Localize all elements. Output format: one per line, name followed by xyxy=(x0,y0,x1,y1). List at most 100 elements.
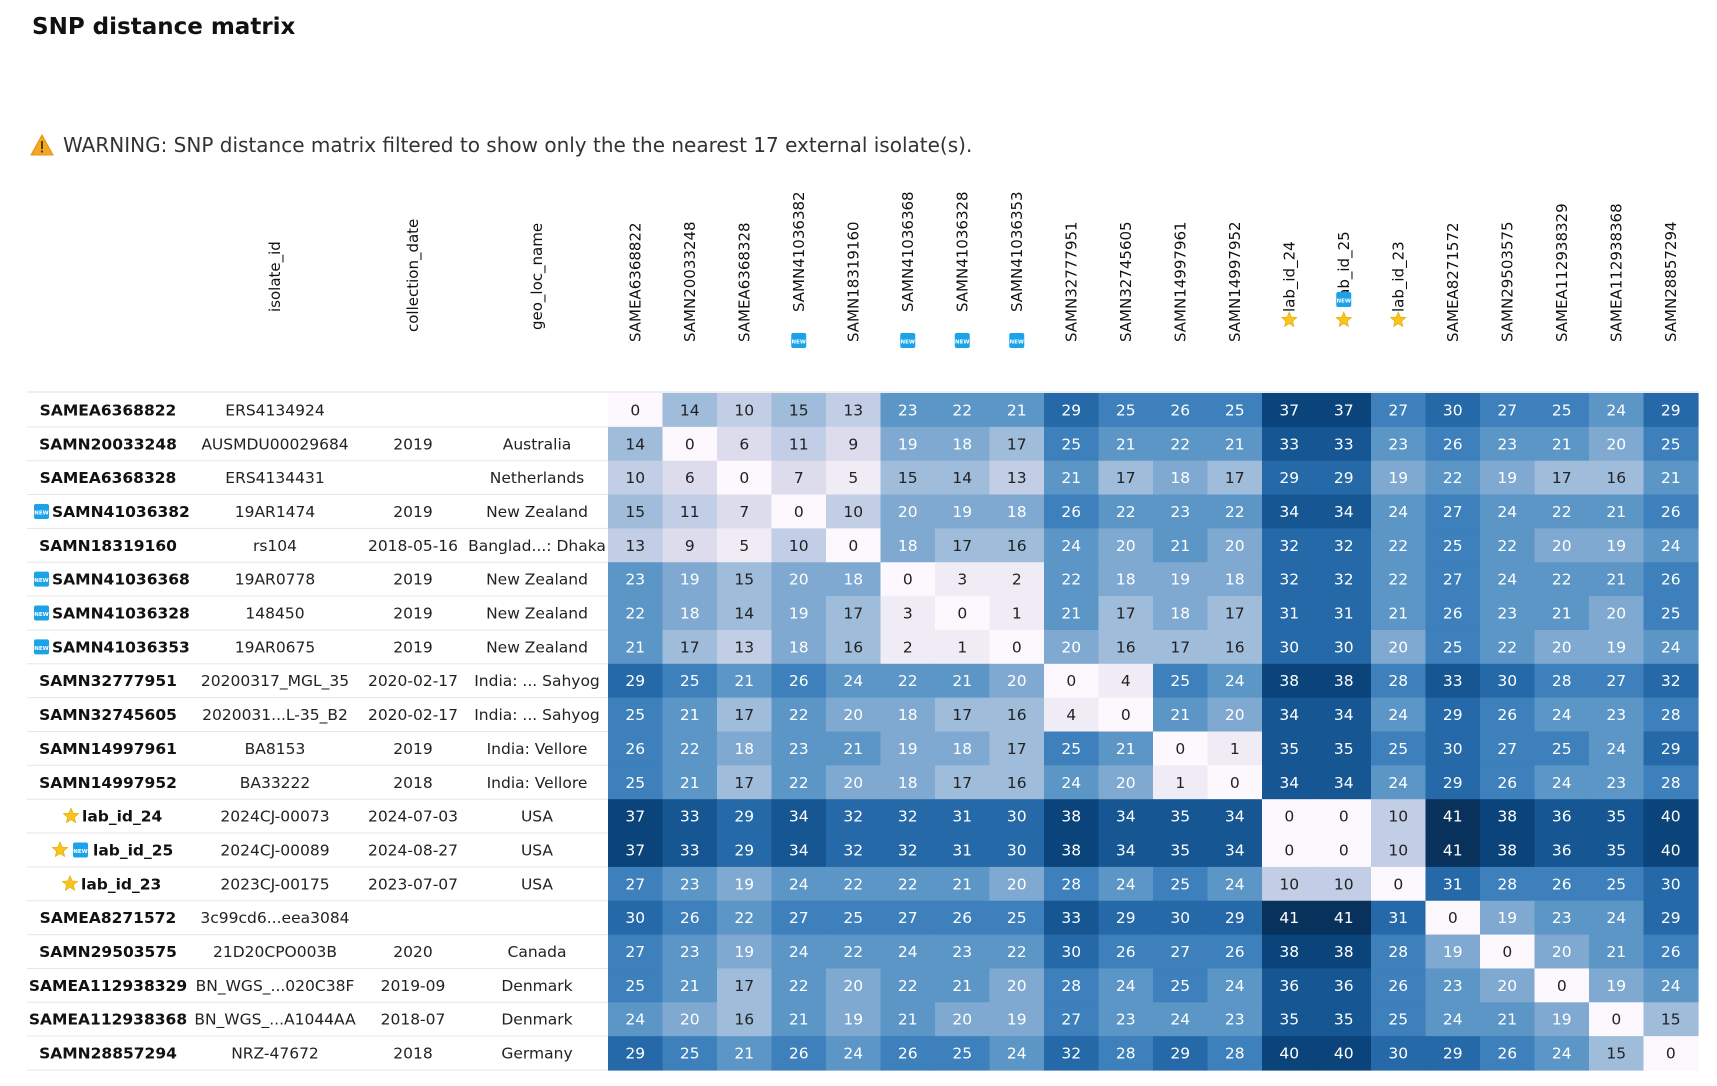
cell-value: 34 xyxy=(1225,841,1245,859)
meta-cell: India: Vellore xyxy=(487,740,588,758)
heatmap-cell xyxy=(826,663,882,699)
heatmap-cell xyxy=(1153,968,1209,1003)
heatmap-cell xyxy=(1044,1036,1100,1071)
heatmap-cell xyxy=(717,731,773,766)
heatmap-cell xyxy=(608,1002,664,1037)
cell-value: 29 xyxy=(734,841,754,859)
cell-value: 34 xyxy=(1334,503,1354,521)
cell-value: 25 xyxy=(1606,875,1626,893)
heatmap-cell xyxy=(1044,934,1100,970)
cell-value: 26 xyxy=(1661,943,1681,961)
cell-value: 21 xyxy=(625,638,645,656)
cell-value: 25 xyxy=(1661,435,1681,453)
cell-value: 35 xyxy=(1606,808,1626,826)
cell-value: 0 xyxy=(1284,808,1294,826)
cell-value: 32 xyxy=(843,808,863,826)
cell-value: 17 xyxy=(1225,469,1245,487)
meta-cell: 2020-02-17 xyxy=(368,672,458,690)
heatmap-cell xyxy=(989,1036,1045,1071)
cell-value: 17 xyxy=(734,706,754,724)
heatmap-cell xyxy=(1425,426,1481,462)
heatmap-cell xyxy=(1098,900,1154,936)
heatmap-cell xyxy=(662,731,718,766)
heatmap-cell xyxy=(880,968,936,1003)
cell-value: 30 xyxy=(1007,808,1027,826)
row-label: SAMN18319160 xyxy=(39,537,177,555)
cell-value: 23 xyxy=(1170,503,1190,521)
heatmap-cell xyxy=(989,393,1045,428)
heatmap-cell xyxy=(1371,460,1427,496)
cell-value: 36 xyxy=(1279,977,1299,995)
heatmap-cell xyxy=(1207,596,1263,631)
meta-cell: ERS4134431 xyxy=(225,469,324,487)
heatmap-cell xyxy=(880,1002,936,1037)
cell-value: 24 xyxy=(1661,977,1681,995)
cell-value: 26 xyxy=(898,1045,918,1063)
heatmap-cell xyxy=(1425,1036,1481,1071)
meta-cell: 2019 xyxy=(393,605,432,623)
meta-cell: 2020 xyxy=(393,943,432,961)
cell-value: 0 xyxy=(1012,638,1022,656)
cell-value: 25 xyxy=(952,1045,972,1063)
heatmap-cell xyxy=(1316,934,1372,970)
heatmap-cell xyxy=(826,393,882,428)
cell-value: 21 xyxy=(1116,435,1136,453)
cell-value: 27 xyxy=(1606,672,1626,690)
heatmap-cell xyxy=(880,1036,936,1071)
new-badge-icon: NEW xyxy=(34,503,49,519)
cell-value: 24 xyxy=(843,1045,863,1063)
heatmap-cell xyxy=(1480,393,1536,428)
heatmap-cell xyxy=(989,866,1045,902)
heatmap-cell xyxy=(608,765,664,800)
cell-value: 18 xyxy=(789,638,809,656)
heatmap-cell xyxy=(771,528,827,563)
cell-value: 28 xyxy=(1061,875,1081,893)
column-header: SAMN18319160 xyxy=(844,221,862,342)
warning-text: WARNING: SNP distance matrix filtered to… xyxy=(63,133,973,157)
cell-value: 30 xyxy=(1061,943,1081,961)
heatmap-cell xyxy=(662,866,718,902)
heatmap-cell xyxy=(1207,799,1263,834)
meta-cell: New Zealand xyxy=(486,605,588,623)
heatmap-cell xyxy=(1425,393,1481,428)
cell-value: 17 xyxy=(1116,469,1136,487)
cell-value: 29 xyxy=(1225,909,1245,927)
cell-value: 25 xyxy=(1170,977,1190,995)
cell-value: 34 xyxy=(1334,706,1354,724)
cell-value: 25 xyxy=(1661,605,1681,623)
heatmap-cell xyxy=(1262,833,1318,868)
star-icon xyxy=(1335,311,1353,328)
cell-value: 19 xyxy=(680,571,700,589)
cell-value: 34 xyxy=(1279,774,1299,792)
cell-value: 18 xyxy=(898,706,918,724)
meta-cell: India: ... Sahyog xyxy=(474,706,600,724)
meta-cell: Australia xyxy=(503,435,572,453)
cell-value: 17 xyxy=(1116,605,1136,623)
cell-value: 1 xyxy=(1175,774,1185,792)
cell-value: 24 xyxy=(1061,537,1081,555)
cell-value: 21 xyxy=(1552,605,1572,623)
cell-value: 22 xyxy=(952,401,972,419)
heatmap-cell xyxy=(1643,900,1699,936)
heatmap-cell xyxy=(989,731,1045,766)
cell-value: 26 xyxy=(1497,774,1517,792)
cell-value: 0 xyxy=(1393,875,1403,893)
meta-cell: New Zealand xyxy=(486,503,588,521)
cell-value: 23 xyxy=(1552,909,1572,927)
cell-value: 24 xyxy=(1552,774,1572,792)
row-label: SAMN32745605 xyxy=(39,706,177,724)
heatmap-cell xyxy=(880,562,936,597)
cell-value: 19 xyxy=(789,605,809,623)
row-label: SAMN32777951 xyxy=(39,672,177,690)
heatmap-cell xyxy=(1589,833,1645,868)
heatmap-cell xyxy=(1589,866,1645,902)
cell-value: 21 xyxy=(789,1011,809,1029)
cell-value: 22 xyxy=(1497,638,1517,656)
heatmap-cell xyxy=(1153,1036,1209,1071)
cell-value: 21 xyxy=(952,977,972,995)
heatmap-cell xyxy=(771,426,827,462)
heatmap-cell xyxy=(1153,799,1209,834)
heatmap-cell xyxy=(1262,697,1318,733)
heatmap-cell xyxy=(1098,799,1154,834)
cell-value: 19 xyxy=(952,503,972,521)
